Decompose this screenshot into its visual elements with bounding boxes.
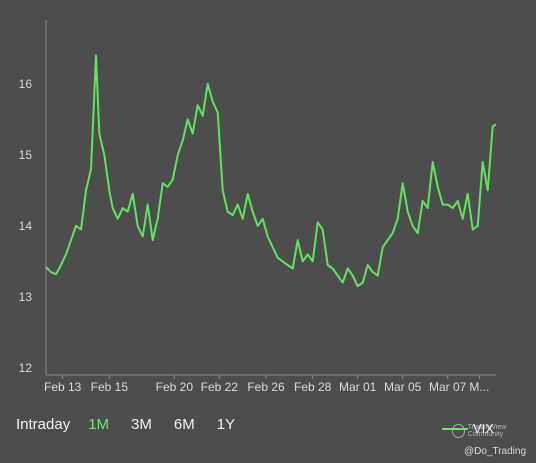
x-tick-label: Feb 28 — [294, 380, 332, 394]
x-tick-label: Feb 20 — [156, 380, 194, 394]
range-6m[interactable]: 6M — [173, 416, 195, 433]
x-tick-label: Feb 13 — [44, 380, 82, 394]
x-tick-label: Feb 15 — [91, 380, 129, 394]
y-tick-label: 14 — [19, 219, 33, 233]
y-tick-label: 16 — [19, 77, 33, 91]
legend: VIX — [442, 421, 494, 436]
x-tick-label: Feb 26 — [247, 380, 285, 394]
range-selector: Intraday 1M 3M 6M 1Y — [16, 416, 257, 433]
series-line-vix — [45, 54, 497, 288]
x-tick-label: Mar 01 — [339, 380, 377, 394]
range-intraday[interactable]: Intraday — [16, 416, 71, 433]
y-tick-label: 12 — [19, 361, 33, 375]
x-tick-label: Mar 07 — [429, 380, 467, 394]
x-tick-label: Mar 05 — [384, 380, 422, 394]
x-tick-label: M... — [469, 380, 489, 394]
watermark-text: TradingView Community — [467, 424, 507, 438]
legend-line-swatch — [442, 427, 468, 430]
legend-label: VIX — [473, 421, 494, 436]
range-3m[interactable]: 3M — [131, 416, 152, 433]
tradingview-logo-icon: ◔ — [452, 424, 465, 438]
watermark: ◔ TradingView Community — [452, 424, 536, 438]
range-1y[interactable]: 1Y — [216, 416, 236, 433]
x-tick-label: Feb 22 — [201, 380, 239, 394]
y-tick-label: 13 — [19, 290, 33, 304]
y-tick-label: 15 — [19, 148, 33, 162]
author-credit: @Do_Trading — [463, 446, 526, 457]
range-1m[interactable]: 1M — [88, 416, 110, 433]
